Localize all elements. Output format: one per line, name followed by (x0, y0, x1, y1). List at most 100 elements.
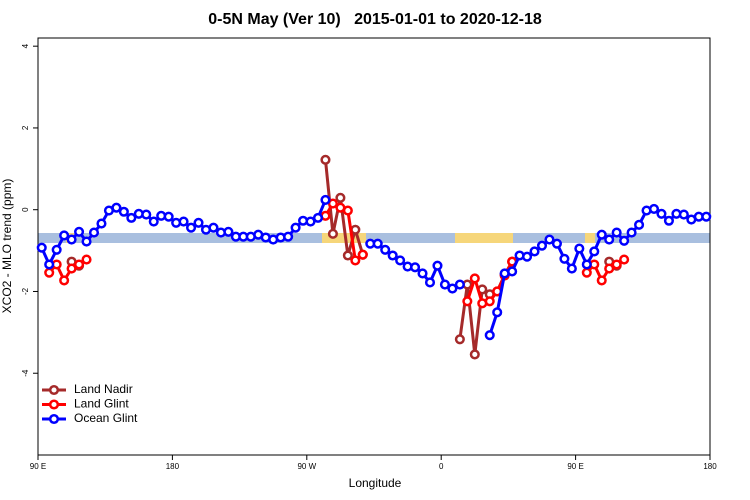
legend-label: Land Nadir (74, 382, 133, 396)
data-point (223, 226, 234, 237)
x-tick-label: 180 (703, 462, 717, 471)
x-tick-label: 90 W (297, 462, 316, 471)
data-point (193, 217, 204, 228)
data-point (81, 254, 92, 265)
legend-item: Ocean Glint (42, 411, 138, 425)
data-point (342, 205, 353, 216)
land-band (455, 233, 513, 243)
data-point (163, 211, 174, 222)
data-point (342, 250, 353, 261)
data-point (417, 268, 428, 279)
data-point (283, 231, 294, 242)
data-point (290, 222, 301, 233)
ocean-band (38, 233, 710, 243)
x-tick-label: 180 (166, 462, 180, 471)
data-point (536, 240, 548, 251)
y-tick-label: -2 (21, 287, 30, 295)
series (36, 194, 712, 341)
data-point (529, 246, 540, 257)
x-tick-label: 90 E (30, 462, 46, 471)
y-axis-label: XCO2 - MLO trend (ppm) (0, 179, 14, 314)
data-point (522, 251, 533, 262)
data-point (604, 263, 615, 274)
legend-marker (48, 399, 60, 410)
data-point (44, 259, 55, 270)
data-point (469, 273, 480, 284)
data-point (611, 227, 622, 238)
data-point (312, 212, 324, 223)
data-point (619, 254, 630, 265)
land-band (585, 233, 595, 243)
data-point (626, 227, 637, 238)
data-point (357, 249, 368, 260)
data-point (387, 250, 398, 261)
data-point (432, 260, 443, 271)
data-point (327, 228, 338, 239)
data-point (350, 224, 361, 235)
data-point (424, 277, 436, 288)
data-point (74, 226, 85, 237)
chart-title: 0-5N May (Ver 10) 2015-01-01 to 2020-12-… (208, 11, 542, 28)
data-point (372, 238, 383, 249)
data-point (126, 212, 137, 223)
data-point (634, 219, 645, 230)
data-point (44, 267, 55, 278)
data-point (350, 255, 361, 266)
data-point (111, 202, 122, 213)
data-point (320, 194, 331, 205)
data-point (484, 330, 495, 341)
data-point (186, 222, 197, 233)
data-point (320, 154, 331, 165)
data-point (59, 230, 70, 241)
legend-marker (48, 384, 60, 396)
data-point (454, 279, 465, 290)
data-point (36, 242, 47, 253)
data-point (88, 227, 100, 238)
data-point (462, 296, 473, 307)
data-point (118, 206, 129, 217)
data-point (484, 296, 495, 307)
data-point (148, 216, 159, 227)
data-point (678, 209, 689, 220)
data-point (619, 235, 630, 246)
x-tick-label: 90 E (567, 462, 583, 471)
data-point (81, 236, 92, 247)
data-point (574, 243, 585, 254)
land-band (322, 233, 366, 243)
data-point (648, 203, 660, 214)
data-point (410, 262, 421, 273)
data-point (141, 209, 152, 220)
y-tick-label: 0 (21, 207, 30, 212)
y-tick-label: 2 (21, 125, 30, 130)
data-point (544, 234, 555, 245)
data-point (551, 238, 562, 249)
data-point (596, 275, 607, 286)
data-point (51, 244, 62, 255)
data-point (59, 275, 70, 286)
data-point (604, 234, 615, 245)
series (44, 198, 630, 309)
data-point (327, 198, 338, 209)
data-point (454, 334, 465, 345)
legend-marker (48, 413, 60, 425)
data-point (656, 208, 667, 219)
data-point (395, 255, 406, 266)
legend-item: Land Nadir (42, 382, 133, 396)
legend-label: Ocean Glint (74, 411, 138, 425)
data-point (305, 216, 316, 227)
data-point (611, 259, 622, 270)
data-point (507, 266, 518, 277)
data-point (74, 259, 85, 270)
data-point (701, 211, 712, 222)
data-point (208, 222, 219, 233)
data-point (96, 218, 107, 229)
data-point (581, 267, 592, 278)
data-point (663, 215, 674, 226)
data-point (559, 253, 570, 264)
data-point (581, 259, 592, 270)
data-point (492, 307, 503, 318)
data-point (439, 279, 450, 290)
data-point (66, 234, 77, 245)
